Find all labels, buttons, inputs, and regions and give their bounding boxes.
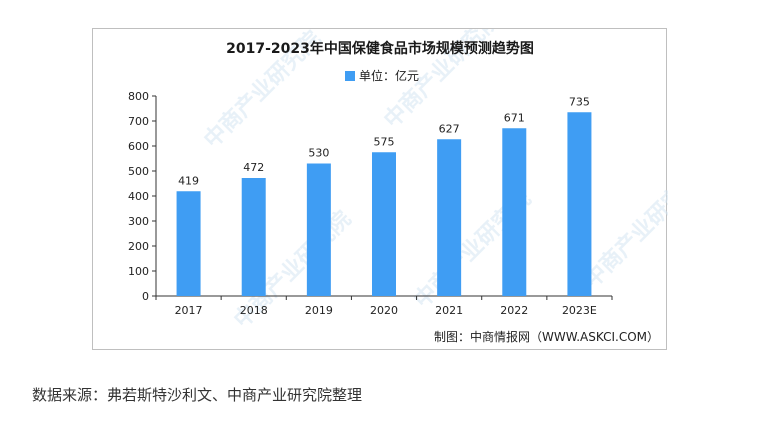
legend-swatch [345, 71, 355, 81]
data-label: 530 [308, 147, 329, 160]
bar [437, 139, 462, 296]
legend-label: 单位：亿元 [359, 68, 419, 83]
data-label: 419 [178, 174, 199, 187]
x-tick-label: 2018 [240, 304, 268, 317]
x-tick-label: 2022 [500, 304, 528, 317]
data-label: 735 [569, 95, 590, 108]
x-tick-label: 2020 [370, 304, 398, 317]
bar [176, 191, 201, 296]
x-tick-label: 2019 [305, 304, 333, 317]
y-tick-label: 300 [128, 215, 149, 228]
data-label: 575 [374, 135, 395, 148]
y-axis: 0 100 200 300 400 500 600 700 800 [128, 90, 157, 303]
data-label: 671 [504, 111, 525, 124]
x-tick-label: 2023E [562, 304, 597, 317]
bar [306, 163, 331, 296]
data-labels: 419 472 530 575 627 671 735 [178, 95, 590, 187]
bar [567, 112, 592, 296]
y-tick-label: 800 [128, 90, 149, 103]
chart-credit: 制图：中商情报网（WWW.ASKCI.COM） [434, 329, 659, 344]
y-tick-label: 400 [128, 190, 149, 203]
x-tick-label: 2017 [175, 304, 203, 317]
chart-frame: 中商产业研究院 中商产业研究院 中商产业研究院 中商产业研究院 中商产业研究院 2017… [92, 28, 668, 350]
y-tick-label: 0 [142, 290, 149, 303]
x-axis: 2017 2018 2019 2020 2021 2022 2023E [155, 295, 613, 317]
y-tick-label: 100 [128, 265, 149, 278]
data-label: 472 [243, 161, 264, 174]
y-tick-label: 700 [128, 115, 149, 128]
watermark-text: 中商产业研究院 [579, 166, 668, 293]
y-tick-label: 600 [128, 140, 149, 153]
y-tick-label: 500 [128, 165, 149, 178]
bar [372, 152, 396, 296]
data-label: 627 [439, 122, 460, 135]
x-tick-label: 2021 [435, 304, 463, 317]
source-note: 数据来源：弗若斯特沙利文、中商产业研究院整理 [32, 386, 363, 404]
bar [241, 178, 266, 296]
y-tick-label: 200 [128, 240, 149, 253]
chart-title: 2017-2023年中国保健食品市场规模预测趋势图 [226, 40, 534, 57]
bar [502, 128, 527, 296]
bars [176, 112, 592, 296]
